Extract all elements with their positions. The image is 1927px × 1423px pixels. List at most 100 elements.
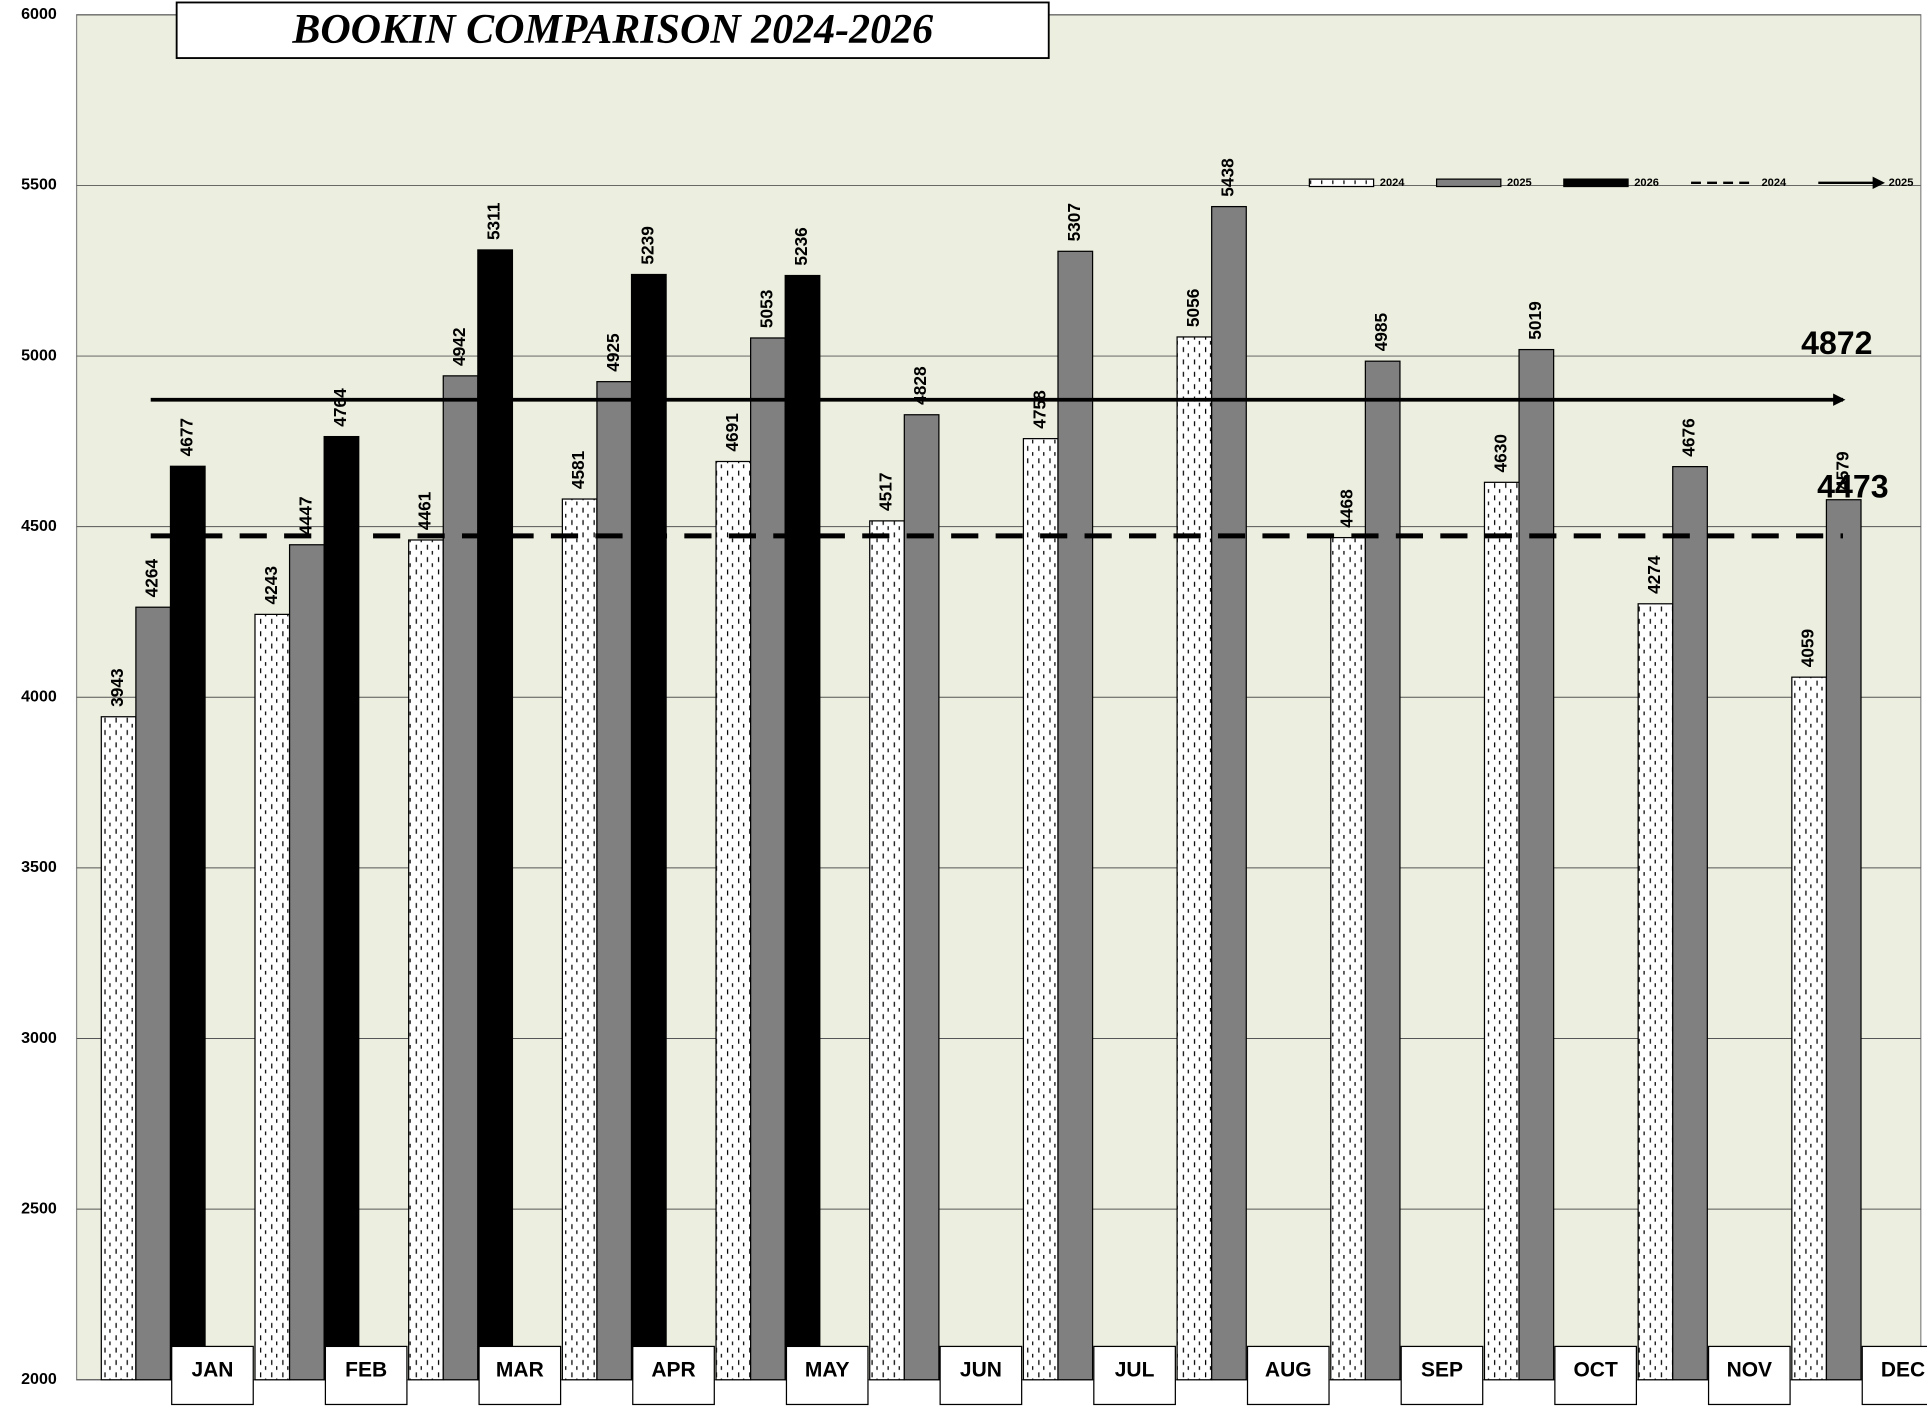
reference-label: 4473 bbox=[1817, 468, 1888, 504]
x-tick-label: MAY bbox=[805, 1359, 850, 1382]
bar bbox=[596, 381, 633, 1381]
bar bbox=[903, 414, 940, 1381]
data-label: 4677 bbox=[176, 418, 196, 456]
bar bbox=[1330, 536, 1366, 1381]
y-tick-label: 2000 bbox=[21, 1370, 57, 1388]
bar bbox=[323, 435, 360, 1381]
data-label: 4243 bbox=[261, 566, 281, 604]
y-tick-label: 5500 bbox=[21, 176, 57, 194]
x-tick-label: MAR bbox=[496, 1359, 544, 1382]
data-label: 4828 bbox=[910, 366, 930, 405]
bar bbox=[169, 465, 206, 1381]
data-label: 4264 bbox=[142, 558, 162, 597]
month-box bbox=[785, 1345, 869, 1406]
month-box bbox=[171, 1345, 254, 1406]
data-label: 4274 bbox=[1644, 555, 1664, 594]
data-label: 5056 bbox=[1183, 289, 1203, 327]
data-label: 5019 bbox=[1525, 301, 1545, 339]
y-tick-label: 4000 bbox=[21, 688, 57, 706]
x-tick-label: JUL bbox=[1115, 1359, 1155, 1382]
bar bbox=[1637, 603, 1674, 1381]
bar bbox=[715, 460, 752, 1381]
bar bbox=[1672, 466, 1708, 1381]
data-label: 5236 bbox=[791, 227, 811, 265]
bar bbox=[254, 613, 291, 1381]
x-tick-label: OCT bbox=[1573, 1359, 1617, 1382]
data-label: 5311 bbox=[484, 202, 504, 240]
month-box bbox=[1093, 1345, 1176, 1406]
month-box bbox=[1246, 1345, 1330, 1406]
month-box bbox=[1554, 1345, 1638, 1406]
x-tick-label: SEP bbox=[1421, 1359, 1463, 1382]
data-label: 4676 bbox=[1679, 418, 1699, 456]
month-box bbox=[939, 1345, 1023, 1406]
month-box bbox=[478, 1345, 562, 1406]
y-tick-label: 5000 bbox=[21, 346, 57, 364]
bar bbox=[750, 337, 786, 1381]
y-tick-label: 4500 bbox=[21, 517, 57, 535]
x-tick-label: APR bbox=[651, 1359, 695, 1382]
bar bbox=[1176, 336, 1213, 1381]
bar bbox=[1364, 360, 1401, 1381]
month-box bbox=[1861, 1345, 1927, 1406]
bar bbox=[1057, 250, 1094, 1381]
data-label: 4517 bbox=[876, 473, 896, 511]
data-label: 4925 bbox=[603, 333, 623, 372]
bar bbox=[1483, 481, 1520, 1381]
y-tick-label: 3500 bbox=[21, 858, 57, 876]
title-box bbox=[175, 1, 1050, 59]
data-label: 4468 bbox=[1337, 489, 1357, 528]
grid: 2000 2500 3000 3500 4000 4500 5000 5500 6000 bbox=[21, 5, 1921, 1388]
legend-swatch bbox=[1308, 178, 1375, 188]
data-label: 5307 bbox=[1064, 203, 1084, 241]
data-label: 4059 bbox=[1798, 629, 1818, 667]
month-box bbox=[324, 1345, 408, 1406]
bar bbox=[477, 249, 514, 1381]
bar bbox=[442, 375, 479, 1381]
data-label: 4691 bbox=[722, 413, 742, 452]
x-tick-label: JUN bbox=[960, 1359, 1002, 1382]
x-tick-label: NOV bbox=[1727, 1359, 1772, 1382]
data-label: 4581 bbox=[568, 450, 588, 489]
bar bbox=[869, 520, 905, 1381]
data-label: 5438 bbox=[1218, 158, 1238, 197]
data-label: 5053 bbox=[756, 290, 776, 328]
bar bbox=[288, 544, 325, 1381]
y-tick-label: 2500 bbox=[21, 1199, 57, 1217]
data-label: 4942 bbox=[449, 328, 469, 366]
bar bbox=[784, 274, 821, 1381]
bar bbox=[630, 273, 667, 1381]
x-tick-label: JAN bbox=[191, 1359, 233, 1382]
bar bbox=[1791, 676, 1828, 1381]
x-tick-label: AUG bbox=[1265, 1359, 1312, 1382]
bars: 3943 4264 4677 JAN 4243 4447 4764 FEB 4461 4942 53… bbox=[100, 158, 1927, 1406]
reference-label: 4872 bbox=[1801, 325, 1872, 361]
data-label: 4630 bbox=[1490, 434, 1510, 472]
data-label: 3943 bbox=[107, 668, 127, 706]
month-box bbox=[1400, 1345, 1484, 1406]
legend-label: 2024 bbox=[1761, 177, 1787, 189]
data-label: 4764 bbox=[330, 388, 350, 427]
legend-label: 2026 bbox=[1634, 177, 1659, 189]
data-label: 4461 bbox=[415, 491, 435, 530]
y-tick-label: 3000 bbox=[21, 1029, 57, 1047]
overlay: 4473 4872 2024 2025 2026 2024 2025 bbox=[150, 176, 1913, 539]
data-label: 4447 bbox=[295, 496, 315, 534]
bar bbox=[135, 606, 172, 1381]
chart-title: BOOKIN COMPARISON 2024-2026 bbox=[291, 7, 933, 53]
data-label: 4579 bbox=[1832, 451, 1852, 489]
legend-label: 2024 bbox=[1380, 177, 1406, 189]
bar bbox=[561, 498, 598, 1381]
bar bbox=[1518, 348, 1555, 1381]
y-tick-label: 6000 bbox=[21, 5, 57, 23]
legend-label: 2025 bbox=[1507, 177, 1532, 189]
x-tick-label: DEC bbox=[1881, 1359, 1925, 1382]
bar bbox=[100, 716, 137, 1381]
x-tick-label: FEB bbox=[345, 1359, 387, 1382]
data-label: 4985 bbox=[1371, 312, 1391, 351]
legend-swatch bbox=[1435, 178, 1502, 188]
data-label: 4758 bbox=[1029, 390, 1049, 429]
bar bbox=[1825, 499, 1862, 1381]
